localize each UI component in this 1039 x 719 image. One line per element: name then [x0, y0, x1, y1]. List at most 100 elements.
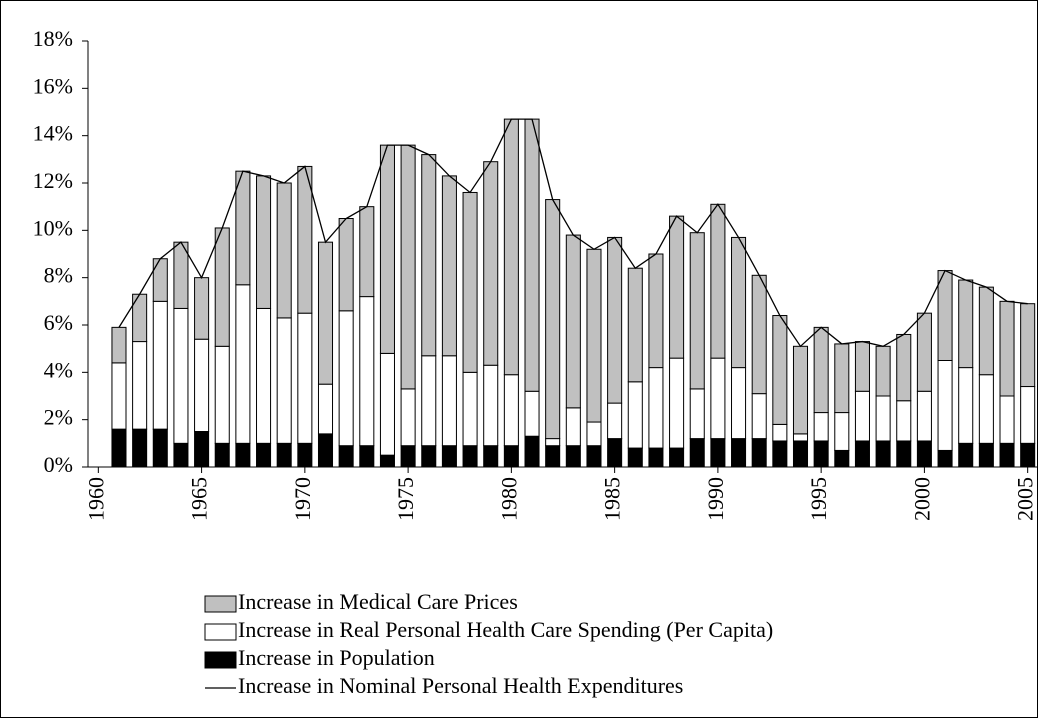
bar-segment: [689, 232, 705, 390]
bar-segment: [731, 438, 747, 468]
y-tick-label: 6%: [44, 310, 73, 335]
bar-segment: [276, 442, 292, 468]
bar-segment: [565, 445, 581, 468]
y-tick-label: 0%: [44, 452, 73, 477]
bar-segment: [772, 315, 788, 425]
bar-segment: [379, 144, 395, 354]
bar-segment: [421, 445, 437, 468]
bar-segment: [648, 253, 664, 369]
bar-segment: [772, 423, 788, 442]
bar-segment: [565, 234, 581, 409]
bar-segment: [524, 435, 540, 468]
bar-segment: [214, 442, 230, 468]
bar-segment: [958, 279, 974, 369]
bar-segment: [317, 241, 334, 385]
bar-segment: [379, 454, 395, 468]
bar-segment: [792, 440, 809, 468]
bar-segment: [214, 227, 230, 347]
bar-segment: [669, 447, 685, 468]
bar-segment: [545, 445, 561, 468]
bar-segment: [359, 296, 375, 447]
y-tick-label: 2%: [44, 405, 73, 430]
bar-segment: [545, 438, 561, 447]
bar-segment: [152, 300, 168, 430]
bar-segment: [813, 326, 829, 414]
bar-segment: [896, 333, 912, 402]
bar-segment: [194, 431, 210, 468]
bar-segment: [194, 338, 210, 433]
bar-segment: [731, 367, 747, 440]
bar-segment: [338, 445, 354, 468]
bar-segment: [483, 364, 499, 447]
bar-segment: [689, 388, 705, 440]
x-tick-label: 2005: [1013, 477, 1038, 521]
bar-segment: [235, 170, 251, 286]
bar-segment: [669, 215, 685, 359]
bar-segment: [731, 236, 747, 369]
bar-segment: [317, 383, 334, 435]
bar-segment: [545, 199, 561, 440]
bar-segment: [854, 440, 870, 468]
bar-segment: [173, 241, 189, 309]
bar-segment: [854, 390, 870, 442]
bar-segment: [586, 445, 602, 468]
legend-swatch: [204, 595, 237, 613]
bar-segment: [132, 428, 148, 468]
x-tick-label: 2000: [909, 477, 934, 521]
bar-segment: [359, 445, 375, 468]
bar-segment: [256, 442, 272, 468]
bar-segment: [875, 440, 891, 468]
bar-segment: [875, 395, 891, 442]
bar-segment: [400, 144, 416, 390]
bar-segment: [792, 345, 809, 435]
bar-segment: [978, 286, 994, 376]
bar-segment: [607, 402, 623, 440]
line: [118, 118, 1028, 348]
bar-segment: [317, 433, 334, 468]
bar-segment: [421, 154, 437, 357]
bar-segment: [111, 362, 127, 430]
bar-segment: [214, 345, 230, 444]
bar-segment: [607, 438, 623, 468]
bar-segment: [586, 421, 602, 447]
bar-segment: [875, 345, 891, 397]
bar-segment: [173, 442, 189, 468]
bar-segment: [958, 367, 974, 444]
bar-segment: [235, 284, 251, 444]
bar-segment: [751, 393, 767, 440]
y-tick-label: 14%: [33, 121, 73, 146]
x-tick-label: 1965: [187, 477, 212, 521]
bar-segment: [978, 442, 994, 468]
bar-segment: [834, 449, 850, 468]
bar-segment: [916, 440, 932, 468]
bar-segment: [772, 440, 788, 468]
bar-segment: [648, 447, 664, 468]
bar-segment: [276, 317, 292, 444]
bar-segment: [896, 440, 912, 468]
bar-segment: [297, 165, 313, 314]
legend-label: Increase in Nominal Personal Health Expe…: [238, 673, 683, 698]
x-tick-label: 1970: [290, 477, 315, 521]
legend-label: Increase in Real Personal Health Care Sp…: [238, 617, 773, 642]
bar-segment: [710, 203, 726, 359]
bar-segment: [379, 352, 395, 456]
bar-segment: [999, 442, 1015, 468]
y-tick-label: 18%: [33, 26, 73, 51]
bar-segment: [483, 445, 499, 468]
bar-segment: [503, 374, 519, 447]
bar-segment: [152, 258, 168, 302]
bar-segment: [441, 175, 457, 357]
bar-segment: [400, 388, 416, 447]
bar-segment: [338, 310, 354, 447]
bar-segment: [937, 449, 953, 468]
bar-segment: [441, 445, 457, 468]
bar-segment: [359, 206, 375, 298]
bar-segment: [607, 236, 623, 404]
bar-segment: [937, 270, 953, 362]
x-tick-label: 1975: [393, 477, 418, 521]
bar-segment: [854, 341, 870, 392]
y-tick-label: 12%: [33, 168, 73, 193]
bar-segment: [648, 367, 664, 449]
bar-segment: [751, 274, 767, 395]
bar-segment: [958, 442, 974, 468]
